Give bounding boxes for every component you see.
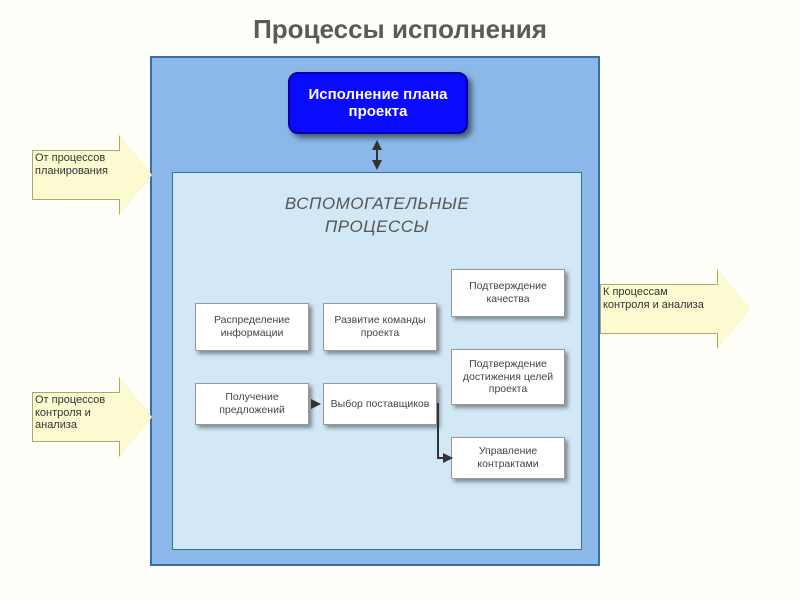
page-title: Процессы исполнения [0,14,800,45]
input-arrow-control: От процессов контроля и анализа [32,378,152,456]
block-team-development: Развитие команды проекта [323,303,437,351]
arrow-label: К процессам контроля и анализа [603,286,713,311]
auxiliary-container: ВСПОМОГАТЕЛЬНЫЕ ПРОЦЕССЫ Распределение и… [172,172,582,550]
block-goals-confirm: Подтверждение достижения целей проекта [451,349,565,405]
arrow-label: От процессов контроля и анализа [35,394,127,432]
auxiliary-title: ВСПОМОГАТЕЛЬНЫЕ ПРОЦЕССЫ [173,193,581,239]
block-receive-offers: Получение предложений [195,383,309,425]
arrow-label: От процессов планирования [35,152,127,177]
output-arrow-control: К процессам контроля и анализа [600,270,750,348]
arrow-right-icon [443,453,453,463]
connector-line [437,403,439,458]
block-supplier-select: Выбор поставщиков [323,383,437,425]
aux-title-l2: ПРОЦЕССЫ [325,217,429,236]
input-arrow-planning: От процессов планирования [32,136,152,214]
block-quality-confirm: Подтверждение качества [451,269,565,317]
aux-title-l1: ВСПОМОГАТЕЛЬНЫЕ [285,194,469,213]
block-contract-mgmt: Управление контрактами [451,437,565,479]
bidir-arrow-icon [372,140,382,170]
main-process-block: Исполнение плана проекта [288,72,468,134]
block-info-distribution: Распределение информации [195,303,309,351]
arrow-right-icon [311,399,321,409]
outer-container: Исполнение плана проекта ВСПОМОГАТЕЛЬНЫЕ… [150,56,600,566]
